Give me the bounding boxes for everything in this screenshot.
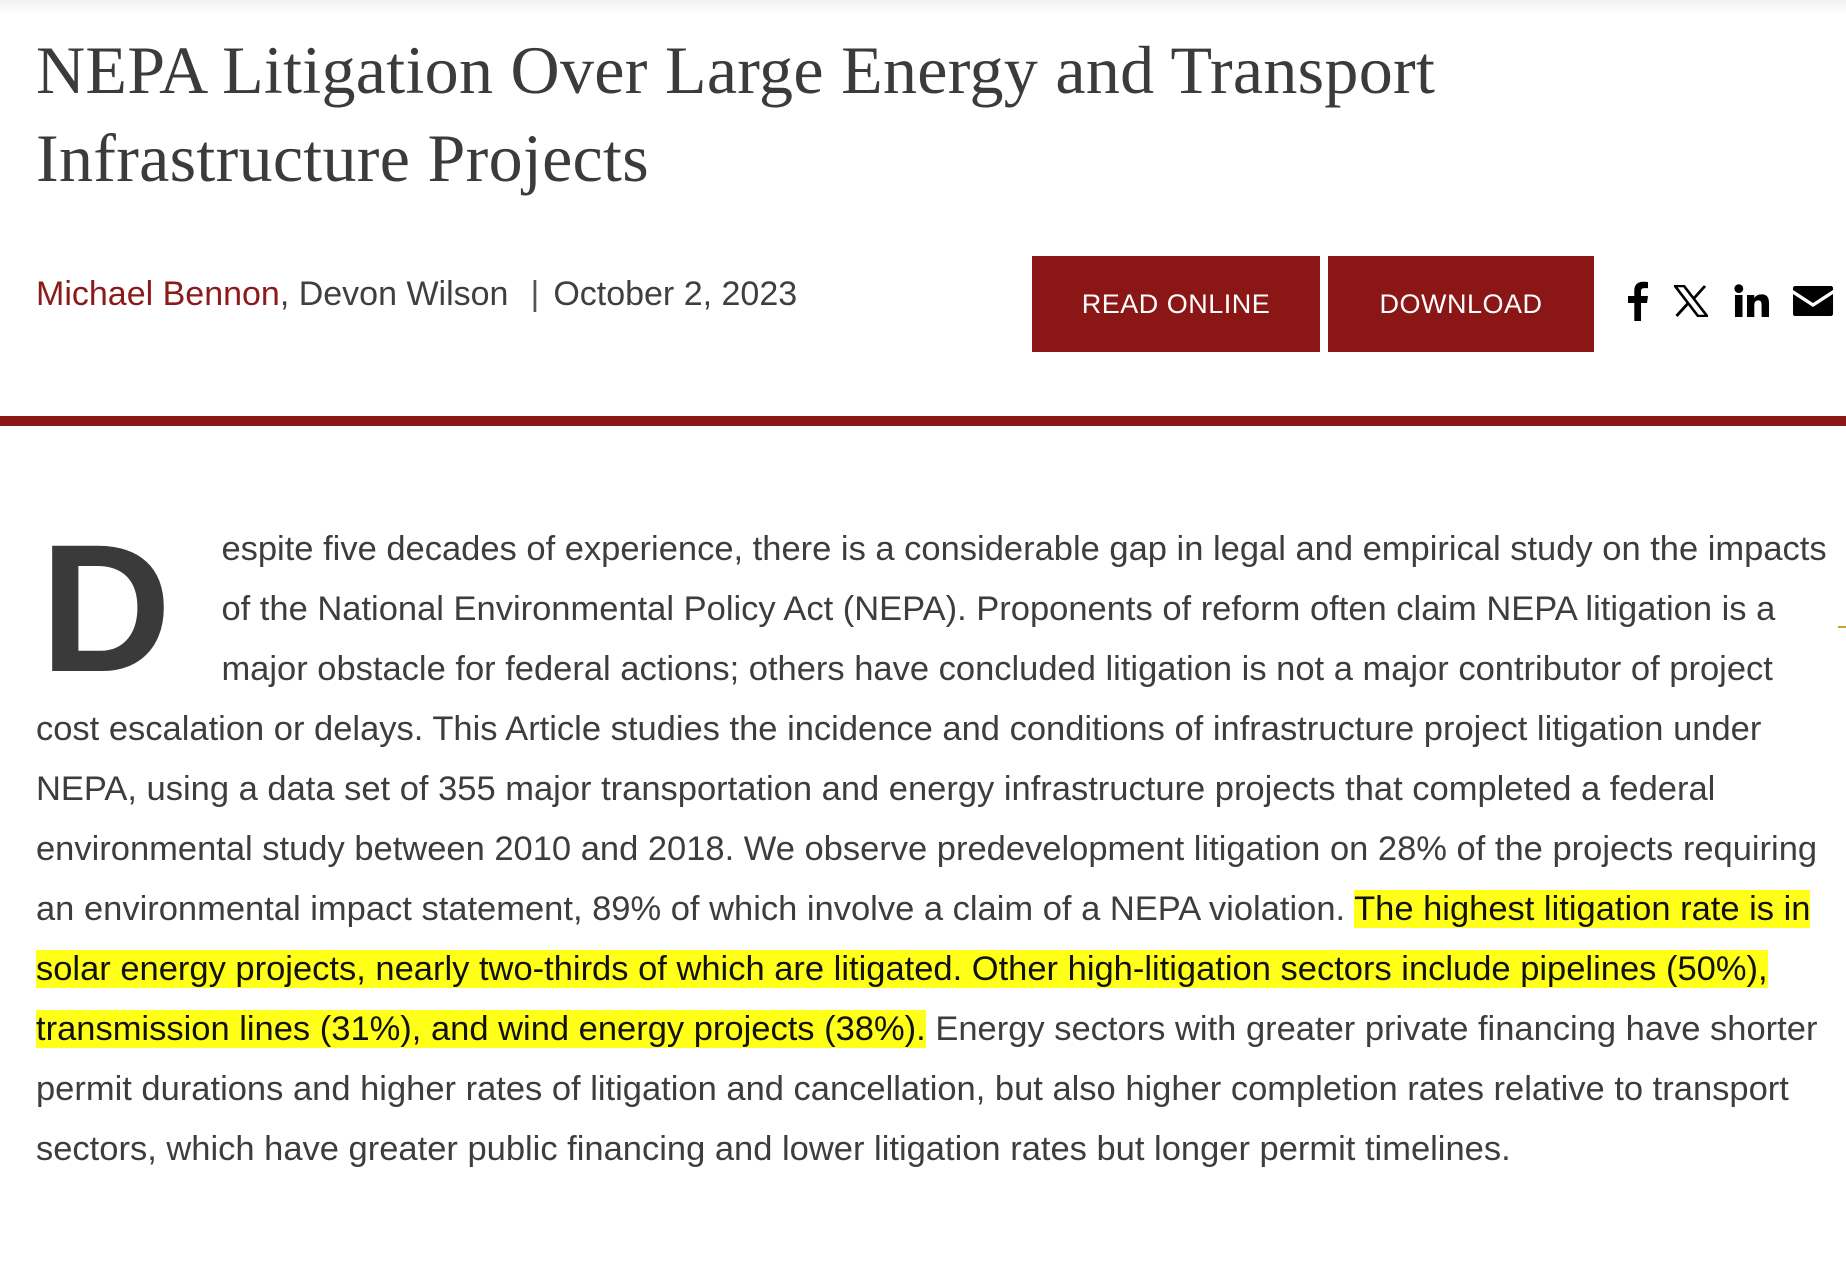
linkedin-share-link[interactable]: [1730, 276, 1774, 326]
x-share-link[interactable]: [1670, 276, 1712, 326]
byline: Michael Bennon, Devon Wilson | October 2, …: [36, 272, 797, 316]
author-link-michael-bennon[interactable]: Michael Bennon: [36, 275, 280, 313]
mail-icon: [1793, 286, 1833, 316]
email-share-link[interactable]: [1790, 276, 1836, 326]
author-secondary: , Devon Wilson: [279, 275, 509, 313]
drop-cap: D: [40, 506, 172, 710]
linkedin-icon: [1734, 284, 1770, 318]
abstract-text-conclusion: Energy sectors with greater private fina…: [36, 1010, 1818, 1168]
read-online-button[interactable]: READ ONLINE: [1032, 256, 1320, 352]
page-title: NEPA Litigation Over Large Energy and Tr…: [36, 32, 1436, 196]
download-button[interactable]: DOWNLOAD: [1328, 256, 1594, 352]
byline-separator: |: [530, 275, 540, 313]
facebook-icon: [1628, 281, 1648, 321]
x-icon: [1674, 285, 1708, 317]
facebook-share-link[interactable]: [1620, 276, 1656, 326]
publish-date: October 2, 2023: [553, 275, 798, 313]
edge-marker: [1838, 626, 1846, 628]
header-divider: [0, 416, 1846, 426]
abstract-text-intro: espite five decades of experience, there…: [36, 530, 1827, 928]
top-shadow: [0, 0, 1846, 16]
